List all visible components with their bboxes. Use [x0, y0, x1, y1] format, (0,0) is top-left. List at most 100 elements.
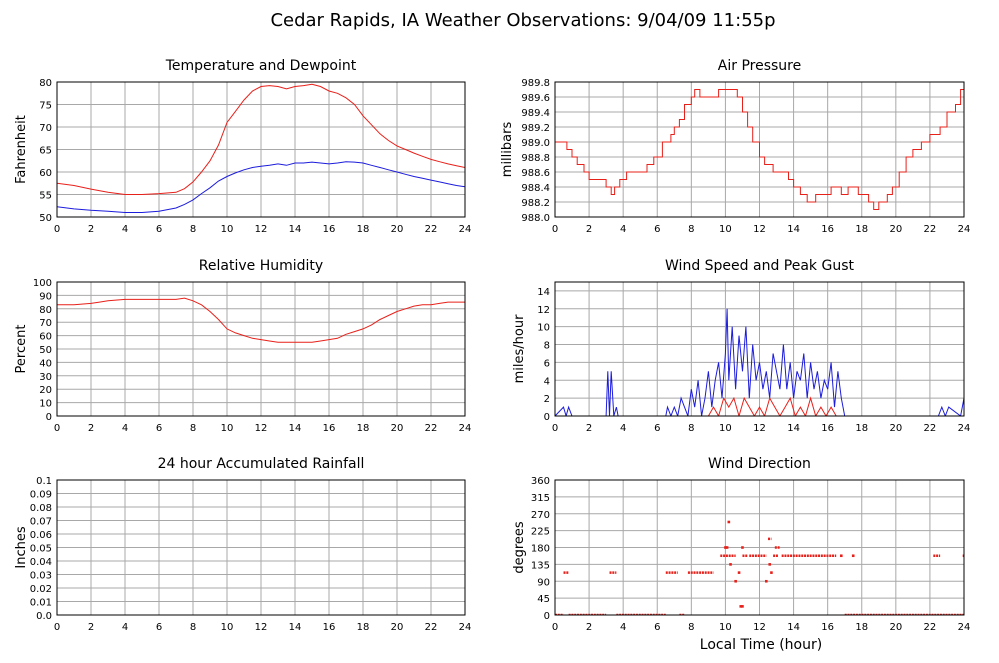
x-tick-label: 14	[787, 423, 800, 434]
y-tick-label: 360	[531, 476, 550, 487]
x-tick-label: 16	[323, 224, 336, 235]
y-tick-label: 988.4	[521, 183, 550, 194]
x-tick-label: 14	[289, 224, 302, 235]
plot-area	[555, 520, 964, 615]
x-tick-label: 6	[654, 423, 660, 434]
x-tick-label: 2	[586, 224, 592, 235]
y-tick-label: 40	[39, 358, 52, 369]
x-tick-label: 2	[586, 622, 592, 633]
y-tick-label: 50	[39, 213, 52, 224]
x-tick-label: 10	[221, 423, 234, 434]
y-tick-label: 45	[537, 594, 550, 605]
x-tick-label: 4	[620, 622, 626, 633]
x-tick-label: 20	[889, 622, 902, 633]
y-tick-label: 100	[33, 278, 52, 289]
plot-frame	[554, 479, 965, 616]
y-tick-label: 988.2	[521, 198, 550, 209]
y-tick-label: 75	[39, 101, 52, 112]
x-tick-label: 12	[753, 423, 766, 434]
direction-point	[768, 563, 772, 566]
direction-point	[851, 554, 855, 558]
x-tick-label: 10	[719, 622, 732, 633]
y-tick-label: 90	[537, 577, 550, 588]
y-tick-label: 55	[39, 191, 52, 202]
series-line-blue	[555, 308, 964, 416]
x-tick-label: 0	[552, 224, 558, 235]
x-tick-label: 10	[221, 622, 234, 633]
direction-point	[737, 571, 741, 574]
y-tick-label: 0.07	[30, 517, 52, 528]
y-tick-label: 989.6	[521, 93, 550, 104]
x-tick-label: 4	[122, 423, 128, 434]
x-tick-label: 22	[924, 224, 937, 235]
x-tick-label: 6	[654, 224, 660, 235]
x-tick-label: 4	[122, 224, 128, 235]
chart-title: 24 hour Accumulated Rainfall	[158, 456, 365, 472]
y-tick-label: 65	[39, 146, 52, 157]
y-tick-label: 0.09	[30, 490, 52, 501]
plot-frame	[56, 281, 466, 417]
y-axis-label: degrees	[512, 521, 527, 574]
x-tick-label: 6	[156, 423, 162, 434]
x-tick-label: 20	[391, 622, 404, 633]
x-tick-label: 6	[156, 224, 162, 235]
x-tick-label: 0	[552, 423, 558, 434]
y-tick-label: 0.04	[30, 557, 52, 568]
x-tick-label: 2	[586, 423, 592, 434]
direction-point	[840, 554, 843, 558]
x-tick-label: 18	[855, 423, 868, 434]
y-tick-label: 270	[531, 510, 550, 521]
x-tick-label: 18	[357, 224, 370, 235]
x-tick-label: 20	[889, 224, 902, 235]
x-tick-label: 6	[654, 622, 660, 633]
chart-title: Wind Speed and Peak Gust	[665, 258, 854, 274]
y-tick-label: 989.4	[521, 108, 550, 119]
series-line-red	[57, 297, 465, 343]
y-tick-label: 4	[544, 376, 550, 387]
x-tick-label: 0	[54, 224, 60, 235]
series-line-red	[555, 82, 964, 210]
direction-point	[725, 546, 729, 549]
y-tick-label: 80	[39, 305, 52, 316]
y-axis-label: miles/hour	[512, 314, 527, 383]
y-tick-label: 0.1	[36, 476, 52, 487]
x-tick-label: 12	[753, 622, 766, 633]
x-tick-label: 16	[821, 423, 834, 434]
x-tick-label: 18	[855, 224, 868, 235]
x-tick-label: 8	[688, 224, 694, 235]
x-tick-label: 14	[787, 224, 800, 235]
chart-wind: Wind Speed and Peak Gust miles/hour 0 2 4 6 8 1…	[512, 258, 970, 434]
x-tick-label: 22	[425, 622, 438, 633]
x-tick-label: 0	[552, 622, 558, 633]
y-tick-label: 0	[46, 412, 52, 423]
y-tick-label: 20	[39, 385, 52, 396]
x-tick-label: 22	[425, 224, 438, 235]
y-tick-label: 988.8	[521, 153, 550, 164]
y-tick-label: 135	[531, 560, 550, 571]
x-tick-label: 16	[323, 622, 336, 633]
x-tick-label: 14	[787, 622, 800, 633]
y-tick-label: 8	[544, 341, 550, 352]
y-tick-label: 0.03	[30, 571, 52, 582]
y-tick-label: 988.6	[521, 168, 550, 179]
direction-point	[724, 546, 727, 549]
y-tick-label: 50	[39, 345, 52, 356]
x-tick-label: 20	[391, 423, 404, 434]
x-tick-label: 16	[323, 423, 336, 434]
plot-area	[555, 308, 964, 416]
plot-frame	[56, 479, 466, 616]
x-tick-label: 8	[190, 423, 196, 434]
direction-point	[727, 520, 731, 524]
x-tick-label: 24	[459, 423, 472, 434]
x-tick-label: 18	[357, 622, 370, 633]
y-tick-label: 0.01	[30, 598, 52, 609]
x-tick-label: 8	[688, 423, 694, 434]
y-axis-label: Inches	[14, 526, 29, 568]
x-tick-label: 8	[190, 622, 196, 633]
x-tick-label: 2	[88, 423, 94, 434]
y-axis-label: Percent	[14, 325, 29, 374]
